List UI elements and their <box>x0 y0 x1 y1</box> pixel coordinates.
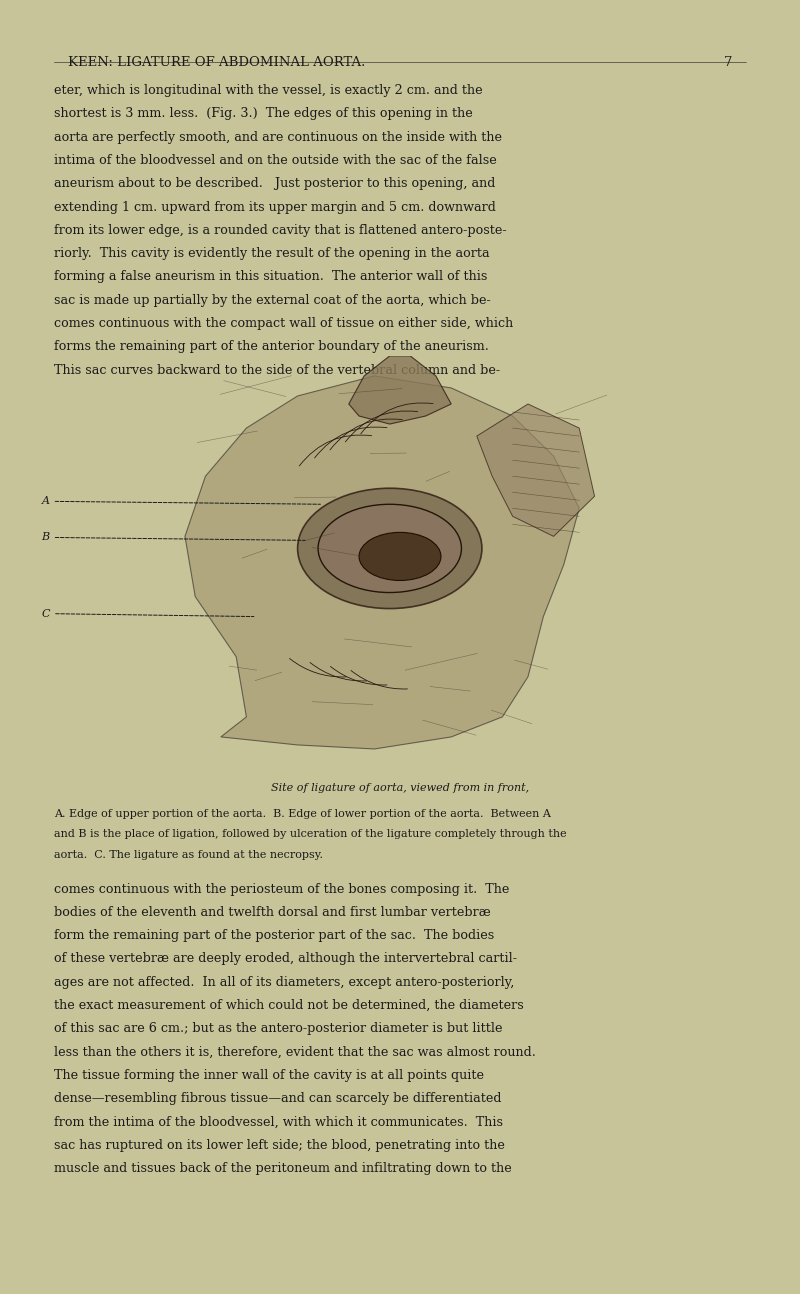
Text: bodies of the eleventh and twelfth dorsal and first lumbar vertebræ: bodies of the eleventh and twelfth dorsa… <box>54 906 491 919</box>
Text: shortest is 3 mm. less.  (Fig. 3.)  The edges of this opening in the: shortest is 3 mm. less. (Fig. 3.) The ed… <box>54 107 473 120</box>
Text: comes continuous with the periosteum of the bones composing it.  The: comes continuous with the periosteum of … <box>54 883 510 895</box>
Text: B: B <box>42 532 305 542</box>
Text: from the intima of the bloodvessel, with which it communicates.  This: from the intima of the bloodvessel, with… <box>54 1115 503 1128</box>
Text: A: A <box>42 497 321 506</box>
Text: of this sac are 6 cm.; but as the antero-posterior diameter is but little: of this sac are 6 cm.; but as the antero… <box>54 1022 503 1035</box>
Text: 7: 7 <box>723 56 732 69</box>
Polygon shape <box>185 375 579 749</box>
Text: muscle and tissues back of the peritoneum and infiltrating down to the: muscle and tissues back of the peritoneu… <box>54 1162 512 1175</box>
Text: ages are not affected.  In all of its diameters, except antero-posteriorly,: ages are not affected. In all of its dia… <box>54 976 514 989</box>
Ellipse shape <box>318 505 462 593</box>
Text: C: C <box>42 608 254 619</box>
Text: This sac curves backward to the side of the vertebral column and be-: This sac curves backward to the side of … <box>54 364 501 377</box>
Text: and B is the place of ligation, followed by ulceration of the ligature completel: and B is the place of ligation, followed… <box>54 829 567 840</box>
Text: form the remaining part of the posterior part of the sac.  The bodies: form the remaining part of the posterior… <box>54 929 494 942</box>
Text: sac is made up partially by the external coat of the aorta, which be-: sac is made up partially by the external… <box>54 294 491 307</box>
Ellipse shape <box>298 488 482 608</box>
Text: aneurism about to be described.   Just posterior to this opening, and: aneurism about to be described. Just pos… <box>54 177 496 190</box>
Text: riorly.  This cavity is evidently the result of the opening in the aorta: riorly. This cavity is evidently the res… <box>54 247 490 260</box>
Text: from its lower edge, is a rounded cavity that is flattened antero-poste-: from its lower edge, is a rounded cavity… <box>54 224 507 237</box>
Text: forming a false aneurism in this situation.  The anterior wall of this: forming a false aneurism in this situati… <box>54 270 488 283</box>
Text: intima of the bloodvessel and on the outside with the sac of the false: intima of the bloodvessel and on the out… <box>54 154 497 167</box>
Text: eter, which is longitudinal with the vessel, is exactly 2 cm. and the: eter, which is longitudinal with the ves… <box>54 84 483 97</box>
Text: Fig. 2.: Fig. 2. <box>381 537 419 550</box>
Text: comes continuous with the compact wall of tissue on either side, which: comes continuous with the compact wall o… <box>54 317 514 330</box>
Text: Site of ligature of aorta, viewed from in front,: Site of ligature of aorta, viewed from i… <box>271 783 529 793</box>
Text: aorta.  C. The ligature as found at the necropsy.: aorta. C. The ligature as found at the n… <box>54 850 323 861</box>
Text: of these vertebræ are deeply eroded, although the intervertebral cartil-: of these vertebræ are deeply eroded, alt… <box>54 952 518 965</box>
Text: the exact measurement of which could not be determined, the diameters: the exact measurement of which could not… <box>54 999 524 1012</box>
Text: extending 1 cm. upward from its upper margin and 5 cm. downward: extending 1 cm. upward from its upper ma… <box>54 201 496 214</box>
Text: forms the remaining part of the anterior boundary of the aneurism.: forms the remaining part of the anterior… <box>54 340 490 353</box>
Text: The tissue forming the inner wall of the cavity is at all points quite: The tissue forming the inner wall of the… <box>54 1069 485 1082</box>
Text: KEEN: LIGATURE OF ABDOMINAL AORTA.: KEEN: LIGATURE OF ABDOMINAL AORTA. <box>68 56 366 69</box>
Text: dense—resembling fibrous tissue—and can scarcely be differentiated: dense—resembling fibrous tissue—and can … <box>54 1092 502 1105</box>
Text: aorta are perfectly smooth, and are continuous on the inside with the: aorta are perfectly smooth, and are cont… <box>54 131 502 144</box>
Text: A. Edge of upper portion of the aorta.  B. Edge of lower portion of the aorta.  : A. Edge of upper portion of the aorta. B… <box>54 809 551 819</box>
Text: less than the others it is, therefore, evident that the sac was almost round.: less than the others it is, therefore, e… <box>54 1046 536 1058</box>
Polygon shape <box>349 356 451 424</box>
Polygon shape <box>477 404 594 537</box>
Ellipse shape <box>359 532 441 581</box>
Text: sac has ruptured on its lower left side; the blood, penetrating into the: sac has ruptured on its lower left side;… <box>54 1139 506 1152</box>
